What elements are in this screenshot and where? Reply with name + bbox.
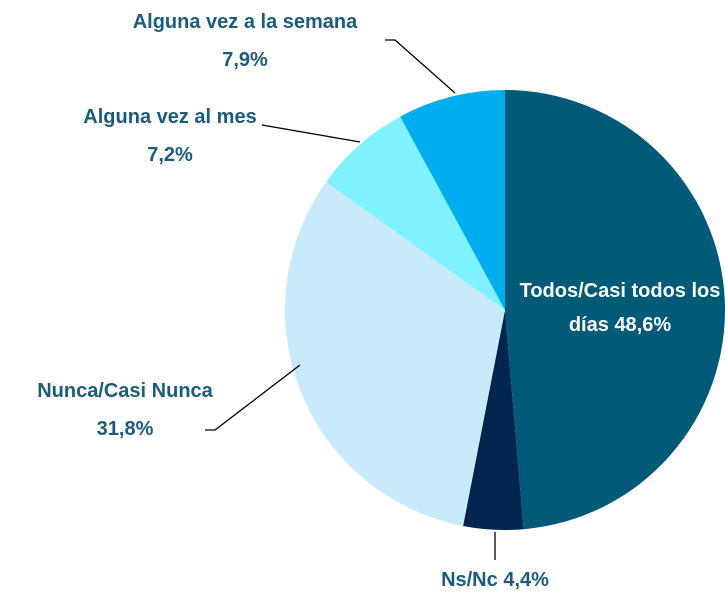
pie-slice bbox=[284, 181, 505, 526]
slice-value: 31,8% bbox=[96, 418, 154, 440]
slice-value: 7,2% bbox=[147, 144, 193, 166]
slice-category: Ns/Nc bbox=[441, 569, 498, 591]
slice-label: Alguna vez al mes 7,2% bbox=[40, 98, 300, 174]
slice-category: Alguna vez al mes bbox=[83, 106, 257, 128]
pie-slice bbox=[400, 90, 505, 310]
slice-label: Todos/Casi todos los días 48,6% bbox=[515, 274, 725, 342]
slice-value: 4,4% bbox=[503, 569, 549, 591]
slice-label: Nunca/Casi Nunca 31,8% bbox=[0, 372, 255, 448]
leader-line bbox=[261, 124, 361, 143]
leader-line bbox=[205, 364, 301, 431]
slice-category: Alguna vez a la semana bbox=[132, 11, 358, 33]
slice-label: Ns/Nc 4,4% bbox=[365, 561, 625, 592]
leader-line bbox=[385, 39, 456, 94]
slice-value: 48,6% bbox=[614, 314, 672, 336]
slice-label: Alguna vez a la semana 7,9% bbox=[85, 3, 405, 79]
pie-slice bbox=[326, 116, 505, 310]
slice-value: 7,9% bbox=[222, 49, 268, 71]
slice-category: Todos/Casi todos los días bbox=[519, 280, 721, 336]
pie-slice bbox=[463, 310, 524, 530]
pie-slice bbox=[505, 90, 725, 530]
slice-category: Nunca/Casi Nunca bbox=[37, 380, 213, 402]
